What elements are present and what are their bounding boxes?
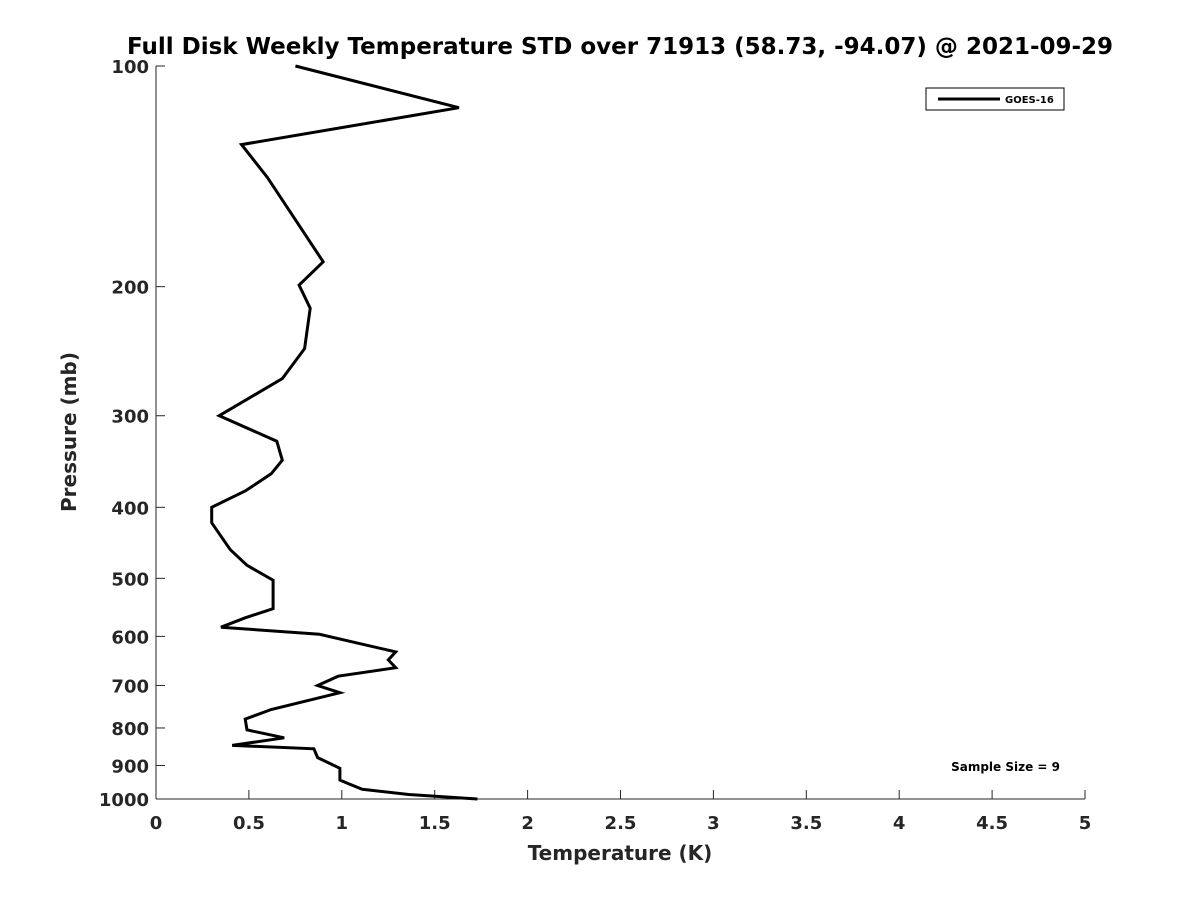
series-layer <box>210 64 478 801</box>
x-tick-label: 3.5 <box>790 813 822 834</box>
y-tick-label: 900 <box>111 756 149 777</box>
y-axis-label: Pressure (mb) <box>57 352 81 512</box>
y-tick-label: 400 <box>111 498 149 519</box>
y-tick-label: 200 <box>111 278 149 299</box>
y-ticks: 100 200 300 400 500 600 700 800 900 1000 <box>99 57 165 811</box>
legend: GOES-16 <box>925 87 1065 111</box>
y-tick-label: 800 <box>111 719 149 740</box>
series-line-goes-16 <box>210 64 478 801</box>
x-tick-label: 0.5 <box>233 813 265 834</box>
legend-label-goes-16: GOES-16 <box>1005 95 1054 106</box>
chart-title: Full Disk Weekly Temperature STD over 71… <box>127 34 1113 60</box>
x-tick-label: 1.5 <box>419 813 451 834</box>
sample-size-annotation: Sample Size = 9 <box>951 760 1060 774</box>
y-tick-label: 700 <box>111 676 149 697</box>
y-tick-label: 300 <box>111 407 149 428</box>
y-tick-label: 100 <box>111 57 149 78</box>
x-tick-label: 2 <box>521 813 534 834</box>
plot-axes <box>155 66 1085 800</box>
x-tick-label: 5 <box>1079 813 1092 834</box>
y-tick-label: 500 <box>111 569 149 590</box>
x-tick-label: 0 <box>150 813 163 834</box>
x-tick-label: 2.5 <box>605 813 637 834</box>
x-tick-label: 4 <box>893 813 906 834</box>
x-ticks: 0 0.5 1 1.5 2 2.5 3 3.5 4 4.5 5 <box>150 790 1092 834</box>
x-tick-label: 4.5 <box>976 813 1008 834</box>
x-tick-label: 3 <box>707 813 720 834</box>
y-tick-label: 1000 <box>99 790 149 811</box>
x-axis-label: Temperature (K) <box>528 841 713 865</box>
x-tick-label: 1 <box>336 813 349 834</box>
y-tick-label: 600 <box>111 627 149 648</box>
